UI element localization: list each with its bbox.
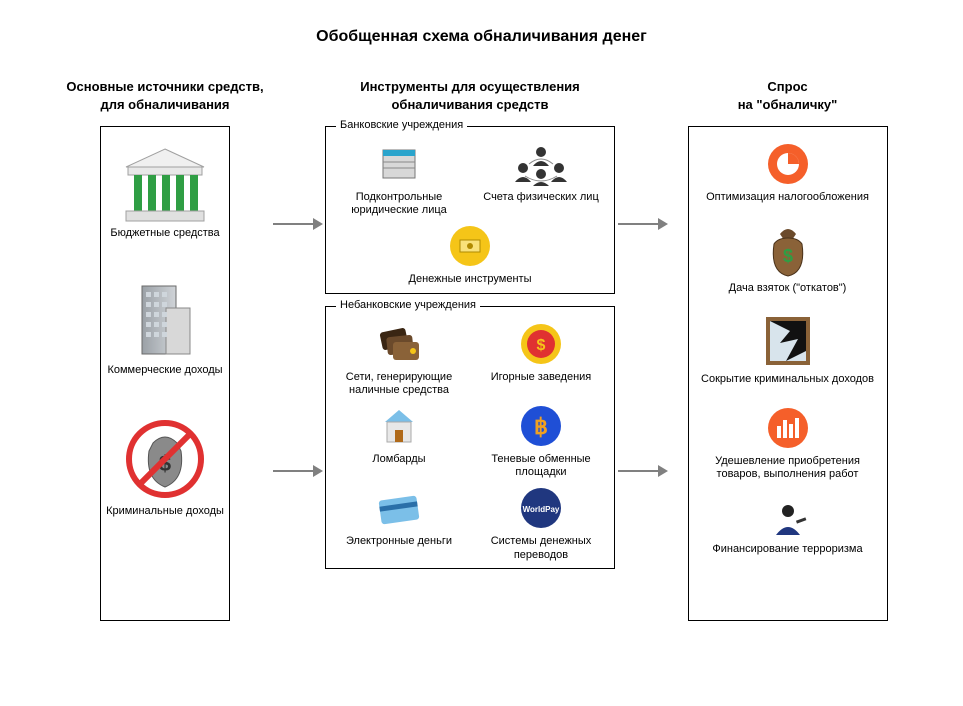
nb-casino: $ Игорные заведения [474, 321, 608, 397]
dm-tax-l1: Оптимизация налогообложения [706, 191, 869, 204]
src-commercial-label: Коммерческие доходы [107, 364, 222, 377]
office-icon [130, 280, 200, 360]
dm-hide-l1: Сокрытие криминальных доходов [701, 373, 874, 386]
demand-panel: Оптимизация налогообложения $ Дача взято… [688, 126, 888, 621]
wallets-icon [375, 321, 423, 367]
tb-accounts-l1: Счета физических лиц [483, 191, 599, 204]
demand-header-l1: Спрос [738, 78, 838, 96]
page-title: Обобщенная схема обналичивания денег [0, 0, 963, 46]
nb-card-l1: Электронные деньги [346, 535, 452, 548]
tb-accounts: Счета физических лиц [474, 141, 608, 217]
svg-text:$: $ [537, 337, 546, 354]
arrows-right [615, 76, 670, 621]
card-icon [374, 485, 424, 531]
worldpay-icon: WorldPay [519, 485, 563, 531]
svg-text:฿: ฿ [534, 414, 548, 439]
dm-cheap: Удешевление приобретениятоваров, выполне… [695, 405, 881, 481]
tb-instruments: Денежные инструменты [332, 223, 608, 286]
bars-icon [766, 405, 810, 451]
dm-cheap-l1: Удешевление приобретения [715, 455, 860, 468]
broken-icon [762, 313, 814, 369]
nb-pawn-l1: Ломбарды [372, 453, 425, 466]
sources-panel: Бюджетные средства [100, 126, 230, 621]
svg-text:WorldPay: WorldPay [523, 505, 560, 514]
col-tools: Инструменты для осуществления обналичива… [325, 76, 615, 569]
server-icon [377, 141, 421, 187]
demand-header-l2: на "обналичку" [738, 96, 838, 114]
dm-terror: Финансирование терроризма [695, 499, 881, 556]
dm-hide: Сокрытие криминальных доходов [695, 313, 881, 386]
tb-legal: Подконтрольныеюридические лица [332, 141, 466, 217]
nb-btc-l1: Теневые обменные [491, 453, 590, 466]
arrow-r2 [615, 321, 670, 621]
tools-bank-panel: Банковские учреждения Подконтрольныеюрид… [325, 126, 615, 294]
sources-header-l2: для обналичивания [66, 96, 263, 114]
diagram-columns: Основные источники средств, для обналичи… [0, 46, 963, 621]
tools-nonbank-title: Небанковские учреждения [336, 299, 480, 311]
src-budget-label: Бюджетные средства [110, 227, 219, 240]
bag-icon: $ [762, 222, 814, 278]
nb-wp-l1: Системы денежных [491, 535, 592, 548]
arrow-l1 [270, 126, 325, 321]
nb-card: Электронные деньги [332, 485, 466, 561]
arrow-l2 [270, 321, 325, 621]
tb-instr-l1: Денежные инструменты [409, 273, 532, 286]
tb-legal-l1: Подконтрольные [351, 191, 447, 204]
src-commercial: Коммерческие доходы [105, 280, 225, 377]
tools-bank-title: Банковские учреждения [336, 119, 467, 131]
nb-nets-l2: наличные средства [346, 384, 452, 397]
nb-wp-l2: переводов [491, 549, 592, 562]
tools-header-l1: Инструменты для осуществления [360, 78, 580, 96]
pawn-icon [377, 403, 421, 449]
dm-terror-l1: Финансирование терроризма [712, 543, 862, 556]
terror-icon [768, 499, 808, 539]
dm-tax: Оптимизация налогообложения [695, 141, 881, 204]
col-sources: Основные источники средств, для обналичи… [60, 76, 270, 621]
casino-icon: $ [519, 321, 563, 367]
nb-worldpay: WorldPay Системы денежныхпереводов [474, 485, 608, 561]
dm-cheap-l2: товаров, выполнения работ [715, 468, 860, 481]
nb-btc: ฿ Теневые обменныеплощадки [474, 403, 608, 479]
src-budget: Бюджетные средства [105, 147, 225, 240]
tools-nonbank-panel: Небанковские учреждения Сети, генерирующ… [325, 306, 615, 569]
sources-header-l1: Основные источники средств, [66, 78, 263, 96]
src-criminal: $ Криминальные доходы [105, 417, 225, 518]
nb-nets: Сети, генерирующиеналичные средства [332, 321, 466, 397]
nb-btc-l2: площадки [491, 466, 590, 479]
people-icon [511, 141, 571, 187]
tools-header-l2: обналичивания средств [360, 96, 580, 114]
arrow-r1 [615, 126, 670, 321]
criminal-icon: $ [123, 417, 207, 501]
col-demand: Спрос на "обналичку" Оптимизация налогоо… [670, 76, 905, 621]
bank-icon [122, 147, 208, 223]
tools-header: Инструменты для осуществления обналичива… [325, 76, 615, 116]
tb-legal-l2: юридические лица [351, 204, 447, 217]
src-criminal-label: Криминальные доходы [106, 505, 224, 518]
demand-header: Спрос на "обналичку" [670, 76, 905, 116]
chip-icon [448, 223, 492, 269]
dm-bribe-l1: Дача взяток ("откатов") [729, 282, 847, 295]
nb-nets-l1: Сети, генерирующие [346, 371, 452, 384]
btc-icon: ฿ [519, 403, 563, 449]
nb-casino-l1: Игорные заведения [491, 371, 592, 384]
sources-header: Основные источники средств, для обналичи… [60, 76, 270, 116]
dm-bribe: $ Дача взяток ("откатов") [695, 222, 881, 295]
arrows-left [270, 76, 325, 621]
svg-text:$: $ [782, 246, 792, 266]
nb-pawn: Ломбарды [332, 403, 466, 479]
tax-icon [766, 141, 810, 187]
